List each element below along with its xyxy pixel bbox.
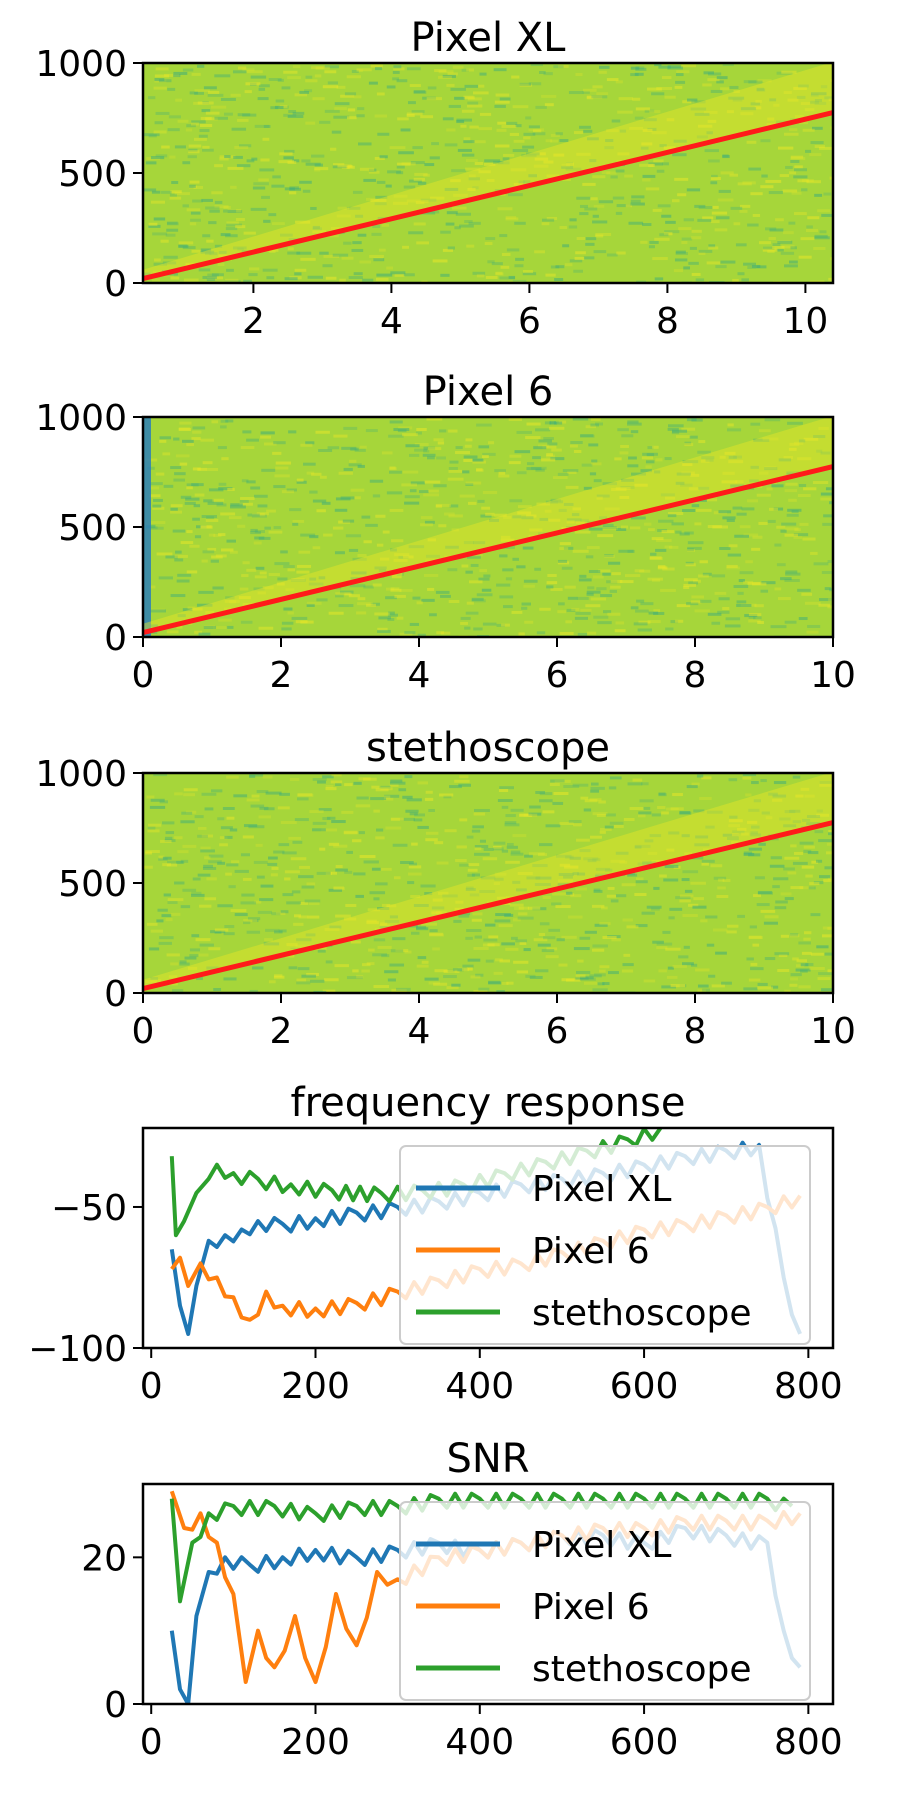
x-tick-label: 4 xyxy=(408,1011,431,1052)
y-axis: 0 500 1000 xyxy=(35,754,143,1015)
panel-4: frequency response Pixel XL Pixel 6 stethos… xyxy=(28,1080,843,1407)
x-tick-label: 0 xyxy=(140,1722,163,1763)
x-tick-label: 2 xyxy=(242,301,265,342)
x-tick-label: 200 xyxy=(281,1366,350,1407)
x-tick-label: 8 xyxy=(684,1011,707,1052)
x-axis: 0 2 4 6 8 10 xyxy=(132,993,856,1052)
ridge-line xyxy=(143,820,833,992)
x-tick-label: 0 xyxy=(140,1366,163,1407)
x-tick-label: 6 xyxy=(546,1011,569,1052)
legend-label: Pixel XL xyxy=(532,1169,671,1210)
y-axis: 0 500 1000 xyxy=(35,398,143,659)
x-tick-label: 10 xyxy=(810,1011,856,1052)
x-tick-label: 600 xyxy=(610,1722,679,1763)
legend-label: Pixel 6 xyxy=(532,1587,650,1628)
x-tick-label: 800 xyxy=(774,1722,843,1763)
panel-title: stethoscope xyxy=(366,725,610,771)
y-tick-label: −100 xyxy=(28,1329,127,1370)
ridge-glow xyxy=(143,417,833,633)
panel-3: stethoscope 0 2 4 6 8 10 0 500 1000 xyxy=(35,725,856,1052)
x-tick-label: 4 xyxy=(408,655,431,696)
ridge-glow xyxy=(143,63,833,279)
spectrogram-texture xyxy=(143,417,833,637)
y-tick-label: 500 xyxy=(58,864,127,905)
x-tick-label: 10 xyxy=(782,301,828,342)
panel-title: Pixel 6 xyxy=(423,369,554,415)
y-tick-label: 1000 xyxy=(35,398,127,439)
ridge-glow xyxy=(143,773,833,989)
x-tick-label: 400 xyxy=(445,1366,514,1407)
legend-label: stethoscope xyxy=(532,1649,752,1690)
ridge-line xyxy=(143,464,833,636)
y-tick-label: −50 xyxy=(51,1188,127,1229)
y-axis: −100 −50 xyxy=(28,1188,143,1370)
y-tick-label: 20 xyxy=(81,1538,127,1579)
y-tick-label: 1000 xyxy=(35,44,127,85)
x-tick-label: 200 xyxy=(281,1722,350,1763)
panel-2: Pixel 6 0 2 4 6 8 10 0 500 1000 xyxy=(35,369,856,696)
x-tick-label: 600 xyxy=(610,1366,679,1407)
legend-label: stethoscope xyxy=(532,1293,752,1334)
plot-area xyxy=(143,773,833,993)
x-tick-label: 400 xyxy=(445,1722,514,1763)
x-tick-label: 0 xyxy=(132,1011,155,1052)
panel-title: SNR xyxy=(446,1436,529,1482)
axes-frame xyxy=(141,1126,835,1350)
x-tick-label: 4 xyxy=(380,301,403,342)
y-tick-label: 500 xyxy=(58,154,127,195)
legend-label: Pixel 6 xyxy=(532,1231,650,1272)
x-axis: 0 200 400 600 800 xyxy=(140,1704,843,1763)
legend-box xyxy=(399,1145,811,1345)
x-tick-label: 0 xyxy=(132,655,155,696)
panel-title: Pixel XL xyxy=(411,15,567,61)
plot-area xyxy=(143,417,833,637)
y-tick-label: 0 xyxy=(104,1685,127,1726)
x-tick-label: 8 xyxy=(656,301,679,342)
x-tick-label: 2 xyxy=(270,1011,293,1052)
y-tick-label: 1000 xyxy=(35,754,127,795)
legend-label: Pixel XL xyxy=(532,1525,671,1566)
y-tick-label: 0 xyxy=(104,264,127,305)
y-tick-label: 500 xyxy=(58,508,127,549)
spectrogram-background xyxy=(143,773,833,993)
left-edge-band xyxy=(143,417,151,637)
plot-area xyxy=(143,63,833,283)
ridge-line xyxy=(143,110,833,282)
legend: Pixel XL Pixel 6 stethoscope xyxy=(399,1501,811,1701)
x-tick-label: 2 xyxy=(270,655,293,696)
x-tick-label: 6 xyxy=(518,301,541,342)
x-tick-label: 8 xyxy=(684,655,707,696)
x-tick-label: 10 xyxy=(810,655,856,696)
x-axis: 0 200 400 600 800 xyxy=(140,1348,843,1407)
x-tick-label: 800 xyxy=(774,1366,843,1407)
panel-1: Pixel XL 2 4 6 8 10 0 500 1000 xyxy=(35,15,835,342)
legend: Pixel XL Pixel 6 stethoscope xyxy=(399,1145,811,1345)
x-tick-label: 6 xyxy=(546,655,569,696)
spectrogram-background xyxy=(143,63,833,283)
x-axis: 2 4 6 8 10 xyxy=(242,283,828,342)
y-axis: 0 20 xyxy=(81,1538,143,1726)
x-axis: 0 2 4 6 8 10 xyxy=(132,637,856,696)
axes-frame xyxy=(141,1482,835,1706)
spectrogram-background xyxy=(143,417,833,637)
y-tick-label: 0 xyxy=(104,618,127,659)
panel-title: frequency response xyxy=(290,1080,685,1126)
y-axis: 0 500 1000 xyxy=(35,44,143,305)
legend-box xyxy=(399,1501,811,1701)
y-tick-label: 0 xyxy=(104,974,127,1015)
